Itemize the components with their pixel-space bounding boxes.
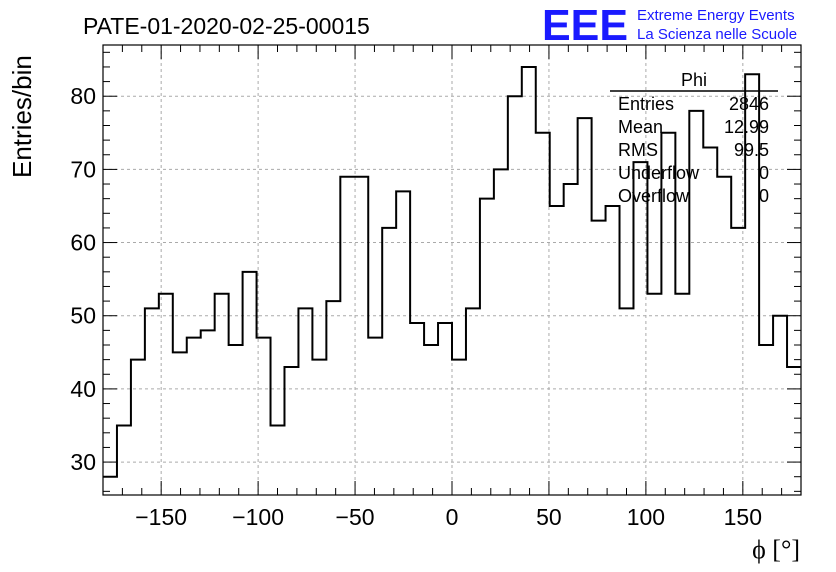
y-tick-label: 30 (70, 449, 96, 475)
stats-box-rows: Entries 2846 Mean 12.99 RMS 99.5 Underflow 0 Ove… (618, 94, 769, 206)
stats-row-value: 12.99 (724, 117, 769, 137)
grid-lines (103, 45, 801, 495)
y-tick-label: 50 (70, 303, 96, 329)
stats-row-label: Overflow (618, 186, 690, 206)
y-axis-label: Entries/bin (7, 55, 37, 178)
y-tick-label: 80 (70, 83, 96, 109)
histogram-outline (103, 65, 801, 478)
stats-row-value: 0 (759, 186, 769, 206)
x-tick-label: −150 (135, 504, 187, 530)
x-tick-label: −100 (232, 504, 284, 530)
x-tick-label: 100 (627, 504, 665, 530)
x-tick-label: 0 (446, 504, 459, 530)
y-tick-label: 40 (70, 376, 96, 402)
y-tick-label: 70 (70, 156, 96, 182)
x-axis-label: ϕ [°] (752, 535, 800, 564)
stats-row-label: Entries (618, 94, 674, 114)
axis-ticks: −150 −100 −50 0 50 100 150 30 40 50 60 70 80 (70, 45, 802, 530)
stats-row-label: Underflow (618, 163, 700, 183)
stats-row-value: 0 (759, 163, 769, 183)
chart-title: PATE-01-2020-02-25-00015 (83, 13, 370, 39)
logo-line-1: Extreme Energy Events (637, 7, 795, 24)
logo-line-2: La Scienza nelle Scuole (637, 26, 797, 43)
stats-row-label: Mean (618, 117, 663, 137)
histogram-series (103, 65, 801, 478)
x-tick-label: −50 (336, 504, 375, 530)
x-tick-label: 150 (724, 504, 762, 530)
stats-row-label: RMS (618, 140, 658, 160)
stats-box-title: Phi (681, 70, 707, 90)
x-tick-label: 50 (536, 504, 562, 530)
stats-row-value: 99.5 (734, 140, 769, 160)
stats-box: Phi Entries 2846 Mean 12.99 RMS 99.5 Underflow… (610, 70, 778, 206)
eee-logo: EEE Extreme Energy Events La Scienza nel… (542, 1, 797, 50)
y-tick-label: 60 (70, 230, 96, 256)
eee-logo-mark: EEE (542, 1, 628, 50)
stats-row-value: 2846 (729, 94, 769, 114)
